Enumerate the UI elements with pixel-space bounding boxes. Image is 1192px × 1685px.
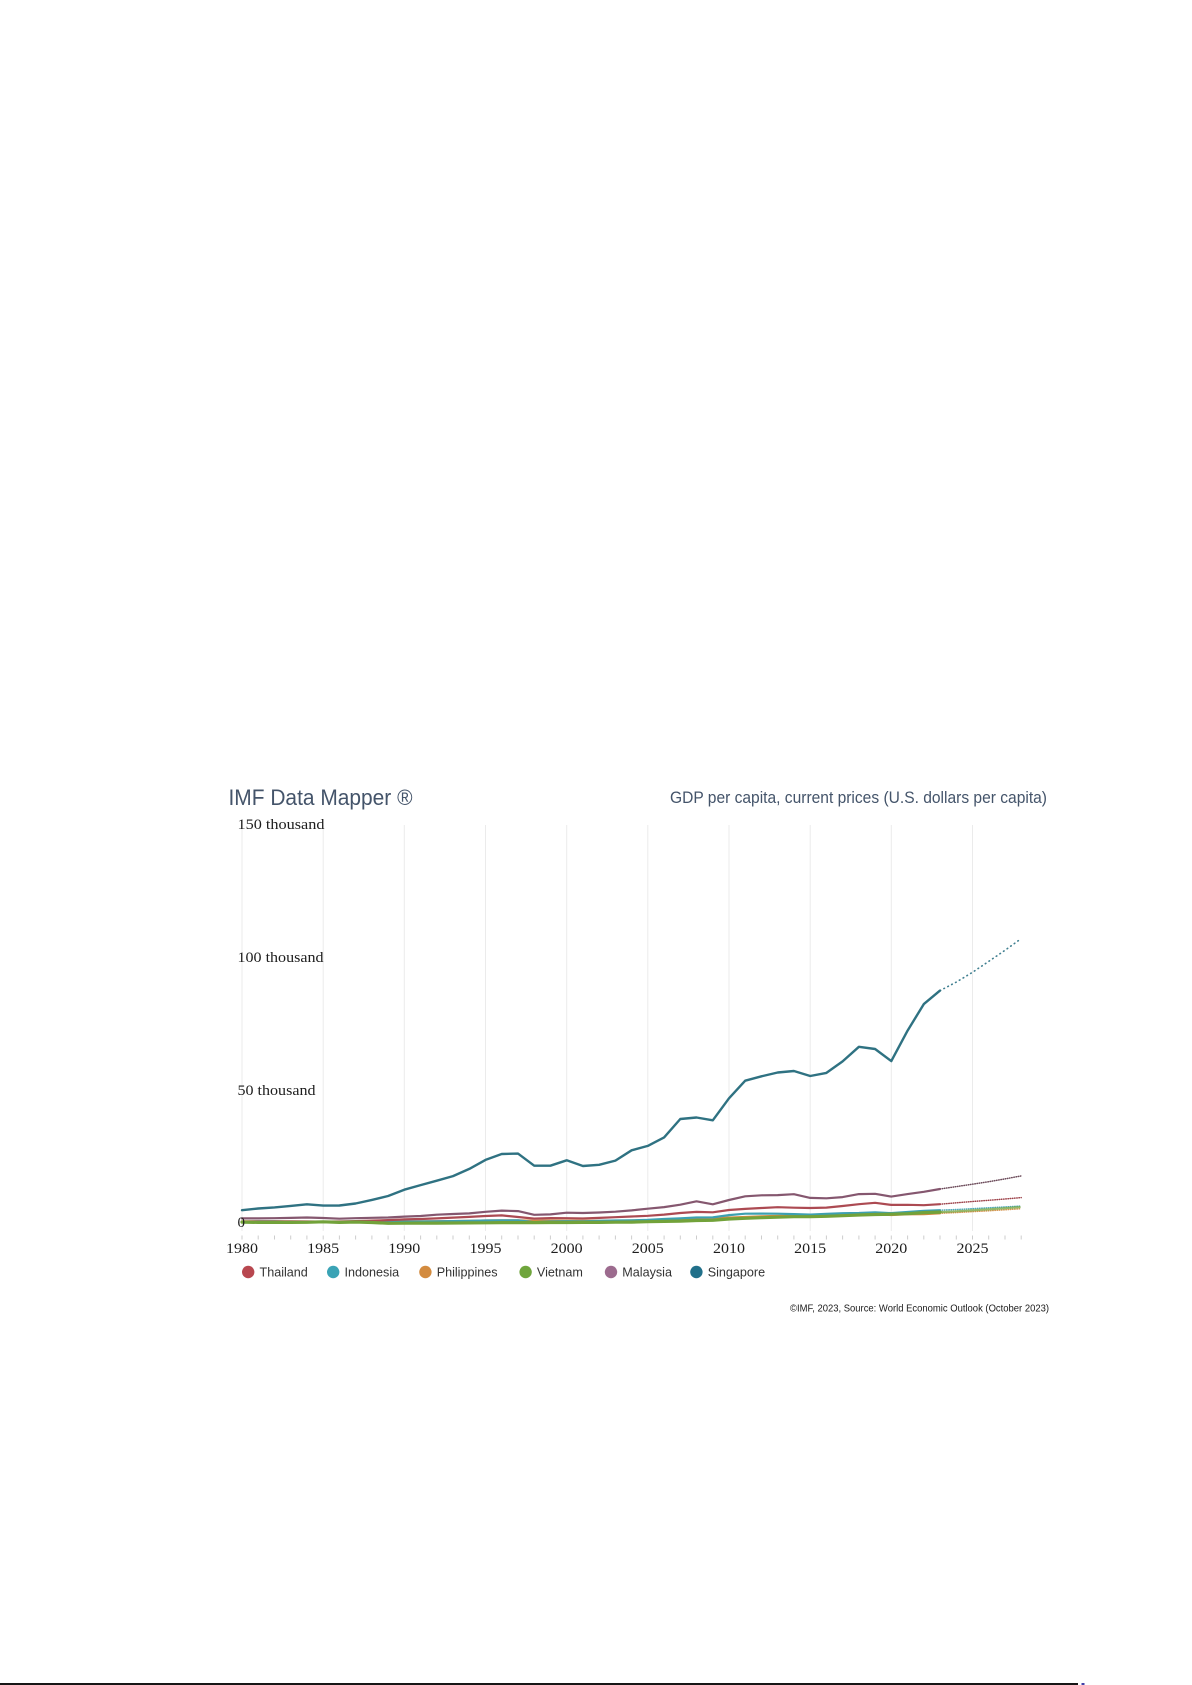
svg-text:Vietnam: Vietnam — [537, 1266, 583, 1280]
svg-text:150 thousand: 150 thousand — [238, 817, 326, 833]
svg-text:Singapore: Singapore — [708, 1266, 765, 1280]
svg-text:100 thousand: 100 thousand — [238, 950, 325, 966]
svg-text:Malaysia: Malaysia — [622, 1266, 672, 1280]
svg-text:1980: 1980 — [226, 1241, 258, 1257]
svg-text:2000: 2000 — [551, 1241, 583, 1257]
svg-text:GDP per capita, current prices: GDP per capita, current prices (U.S. dol… — [670, 788, 1047, 807]
svg-text:2005: 2005 — [632, 1241, 664, 1257]
svg-text:2010: 2010 — [713, 1241, 745, 1257]
svg-text:1985: 1985 — [307, 1241, 339, 1257]
svg-text:0: 0 — [238, 1215, 246, 1231]
svg-text:2020: 2020 — [875, 1241, 907, 1257]
svg-text:50 thousand: 50 thousand — [238, 1083, 317, 1099]
svg-text:Thailand: Thailand — [260, 1266, 308, 1280]
svg-text:1995: 1995 — [470, 1241, 502, 1257]
svg-text:IMF Data Mapper ®: IMF Data Mapper ® — [229, 785, 413, 810]
svg-text:©IMF, 2023, Source: World Econ: ©IMF, 2023, Source: World Economic Outlo… — [790, 1304, 1049, 1315]
svg-text:2015: 2015 — [794, 1241, 826, 1257]
svg-text:2025: 2025 — [957, 1241, 989, 1257]
svg-text:Indonesia: Indonesia — [345, 1266, 400, 1280]
svg-text:Philippines: Philippines — [437, 1266, 498, 1280]
svg-text:1990: 1990 — [388, 1241, 420, 1257]
